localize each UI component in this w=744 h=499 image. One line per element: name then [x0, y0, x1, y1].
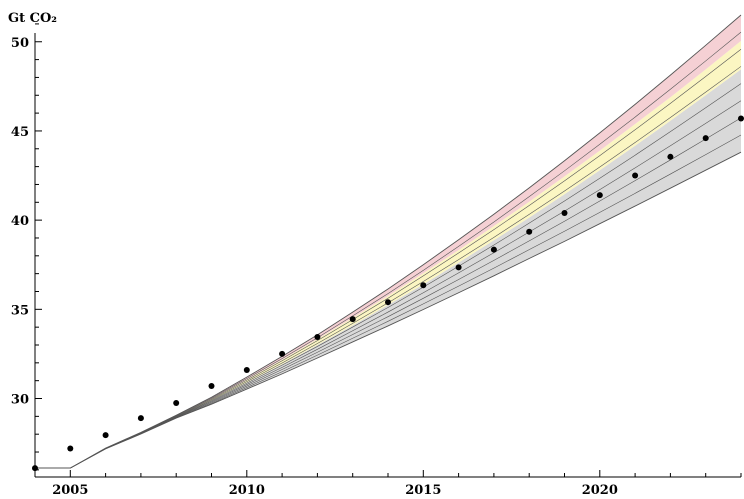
- data-point: [561, 210, 568, 216]
- data-point: [385, 299, 391, 306]
- tick-marks: [34, 23, 742, 477]
- data-point: [208, 383, 215, 390]
- data-point: [349, 316, 356, 323]
- data-point: [490, 246, 497, 253]
- tick-labels: 2005 2010 2015 2020 30 35 40 45 50: [11, 36, 618, 498]
- y-tick-label: 30: [11, 393, 29, 408]
- axes: [34, 33, 741, 478]
- data-point: [102, 432, 109, 439]
- data-point: [420, 282, 427, 289]
- band-line-7: [35, 31, 742, 469]
- x-tick-label: 2020: [582, 483, 618, 498]
- data-point: [455, 264, 462, 271]
- data-point: [173, 399, 180, 406]
- data-point: [137, 415, 144, 422]
- data-points: [32, 115, 744, 472]
- band-boundary-lines: [35, 14, 742, 469]
- y-tick-label: 35: [11, 303, 29, 318]
- x-tick-label: 2010: [229, 483, 265, 498]
- data-point: [279, 350, 286, 357]
- band-line-8: [35, 14, 742, 469]
- y-tick-label: 45: [11, 125, 29, 140]
- x-tick-label: 2015: [405, 483, 441, 498]
- uncertainty-bands: [35, 15, 741, 469]
- band-2: [35, 15, 741, 469]
- data-point: [314, 333, 321, 340]
- data-point: [243, 366, 250, 373]
- data-point: [526, 228, 533, 235]
- data-point: [667, 153, 674, 160]
- x-tick-label: 2005: [52, 483, 88, 498]
- data-point: [702, 135, 709, 142]
- data-point: [596, 192, 603, 199]
- y-axis-title: Gt CO₂: [8, 11, 57, 26]
- y-tick-label: 40: [11, 214, 29, 229]
- y-tick-label: 50: [11, 36, 29, 51]
- data-point: [738, 115, 744, 122]
- data-point: [67, 445, 74, 452]
- data-point: [632, 172, 639, 179]
